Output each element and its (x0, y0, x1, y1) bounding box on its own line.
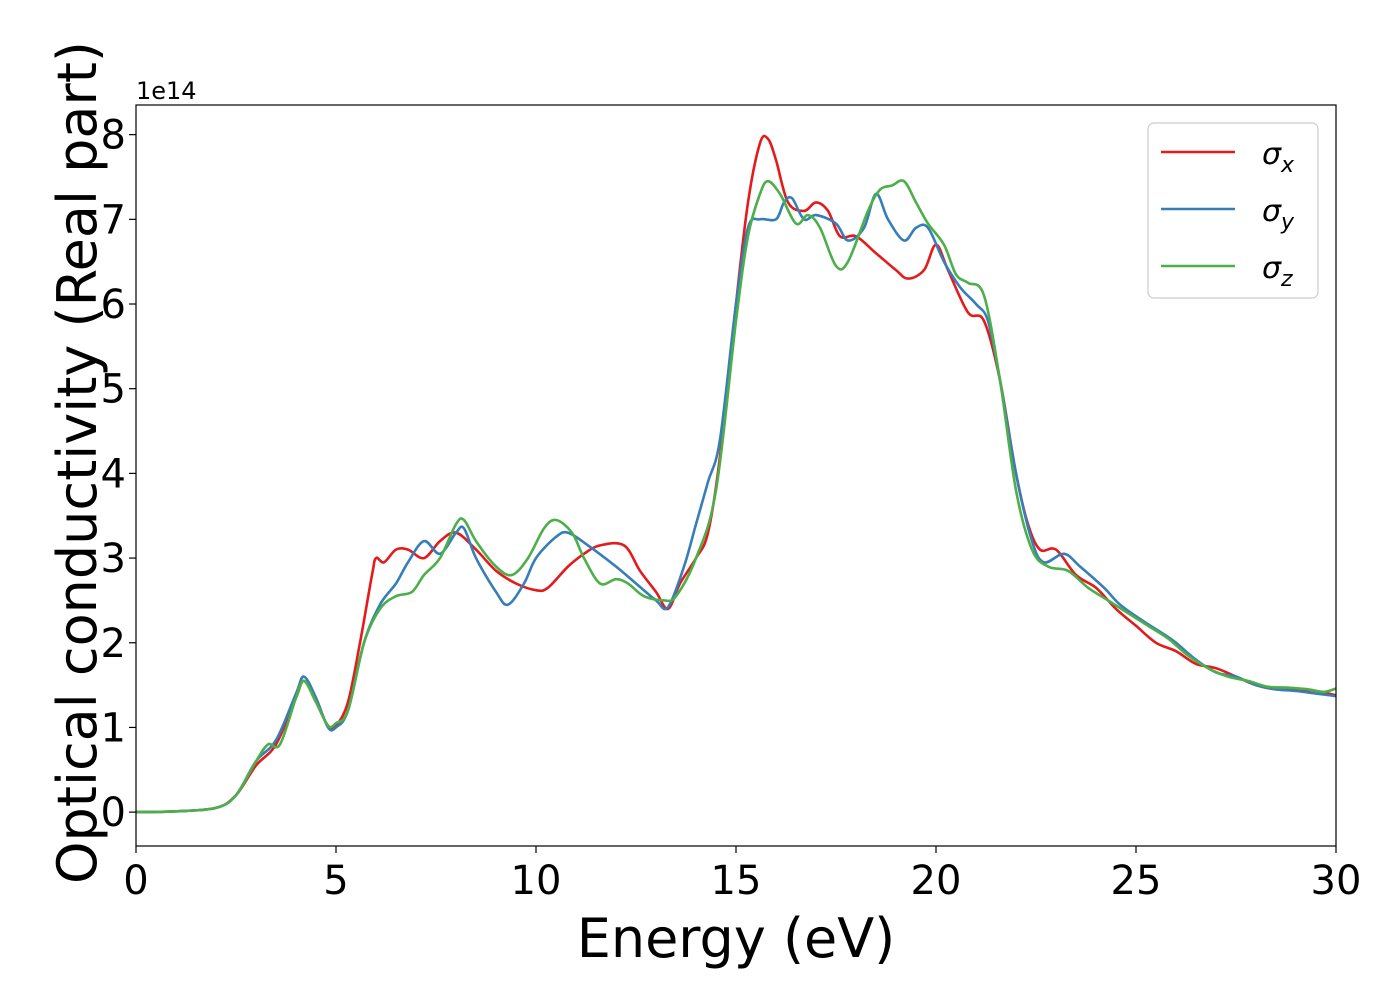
legend-label-y: σy (1262, 194, 1295, 235)
y-axis-title: Optical conductivity (Real part) (46, 41, 109, 884)
y-tick-label: 4 (101, 451, 126, 497)
y-tick-label: 0 (101, 790, 126, 836)
x-tick-label: 15 (711, 858, 762, 904)
y-offset-label: 1e14 (136, 77, 197, 105)
x-tick-label: 10 (511, 858, 562, 904)
y-tick-label: 3 (101, 536, 126, 582)
x-axis: 0 5 10 15 20 25 30 (123, 846, 1361, 904)
legend: σx σy σz (1147, 122, 1319, 299)
legend-box (1147, 122, 1319, 299)
x-axis-title: Energy (eV) (577, 907, 896, 970)
x-tick-label: 0 (123, 858, 148, 904)
y-tick-label: 2 (101, 621, 126, 667)
y-tick-label: 1 (101, 705, 126, 751)
series-layer (136, 134, 1336, 814)
x-tick-label: 25 (1111, 858, 1162, 904)
y-tick-label: 6 (101, 282, 126, 328)
legend-label-x: σx (1262, 137, 1295, 178)
y-tick-label: 5 (101, 367, 126, 413)
y-axis: 0 1 2 3 4 5 6 7 8 (101, 113, 136, 836)
series-line-z (136, 179, 1336, 814)
x-tick-label: 5 (323, 858, 348, 904)
y-tick-label: 7 (101, 197, 126, 243)
y-tick-label: 8 (101, 113, 126, 159)
x-tick-label: 30 (1311, 858, 1362, 904)
x-tick-label: 20 (911, 858, 962, 904)
legend-label-z: σz (1262, 251, 1293, 292)
